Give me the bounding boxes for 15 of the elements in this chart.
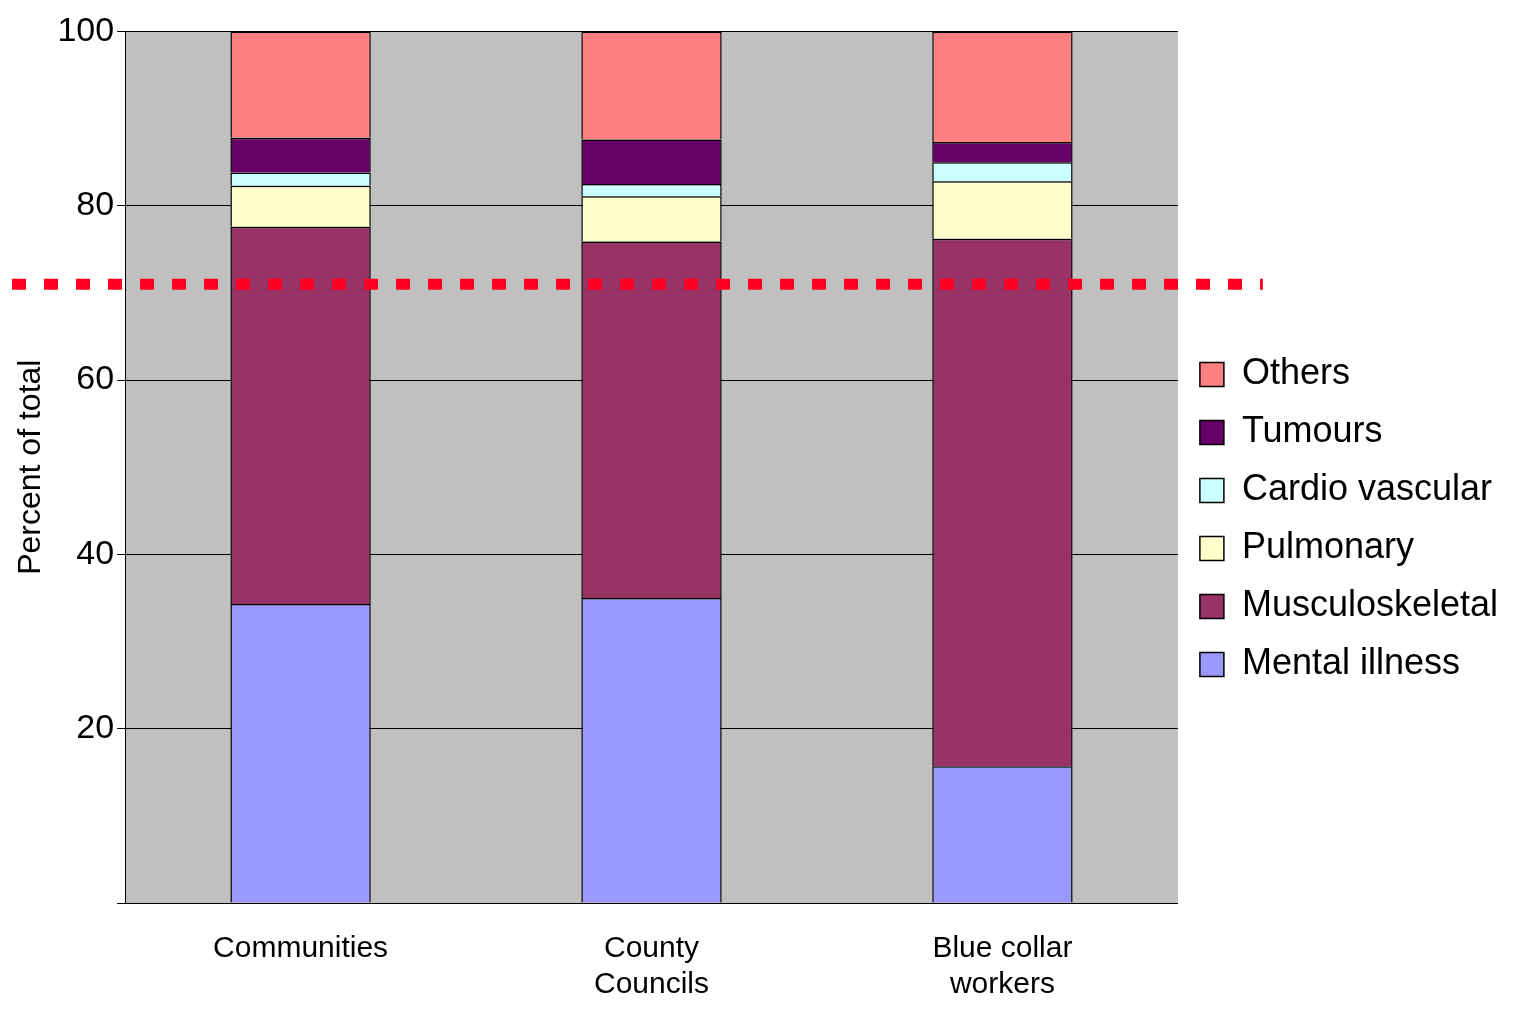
y-tick-label: 60 [76, 358, 115, 397]
x-tick-label: Blue collar workers [932, 930, 1073, 1000]
x-tick-label: County Councils [593, 930, 710, 1000]
y-tick-label: 40 [76, 532, 115, 571]
legend-label: Mental illness [1241, 641, 1460, 683]
legend-label: Others [1241, 351, 1350, 393]
legend-label: Cardio vascular [1241, 467, 1492, 509]
legend-label: Musculoskeletal [1241, 583, 1499, 625]
y-axis-title: Percent of total [11, 359, 48, 575]
y-tick-label: 20 [76, 707, 115, 746]
legend-label: Tumours [1241, 409, 1383, 451]
y-tick-label: 100 [57, 9, 115, 48]
y-tick-label: 80 [76, 184, 115, 223]
x-tick-label: Communities [213, 930, 389, 964]
legend-label: Pulmonary [1241, 525, 1414, 567]
